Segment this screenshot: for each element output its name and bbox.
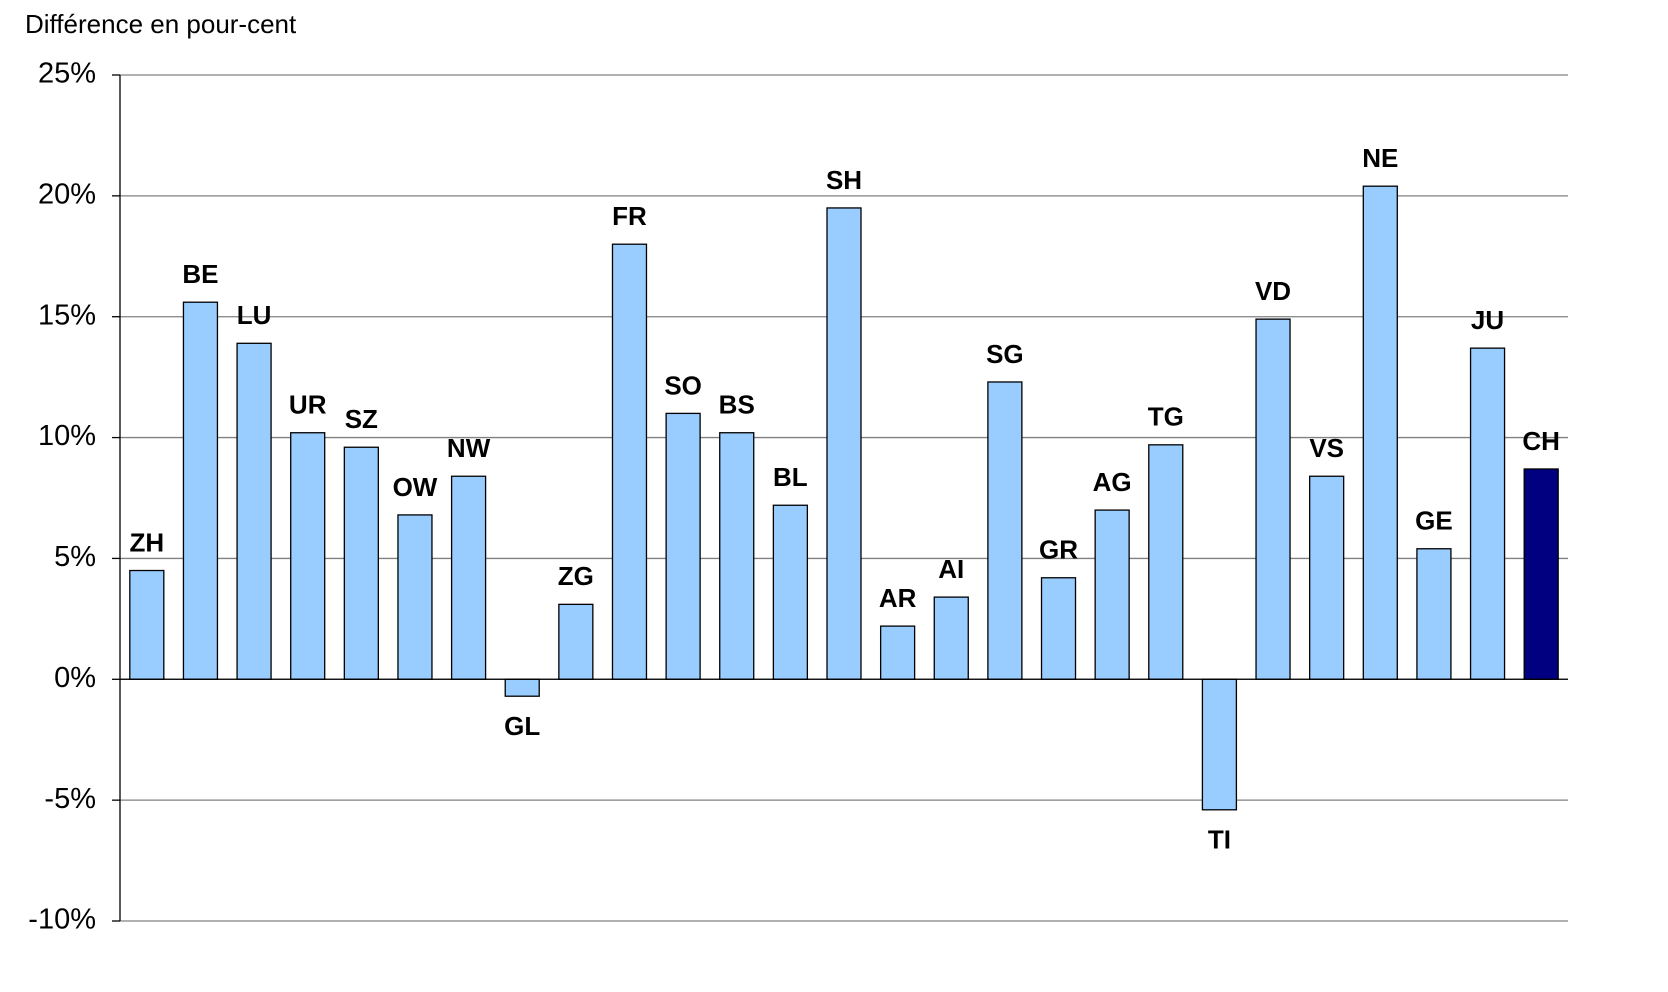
bar-label: LU: [237, 300, 272, 330]
bar-label: TI: [1208, 825, 1231, 855]
y-tick-label: 20%: [38, 179, 96, 211]
bar: [665, 412, 701, 680]
bar-label: BL: [773, 462, 808, 492]
bar: [1523, 468, 1559, 680]
bar-label: UR: [289, 390, 327, 420]
bar-label: ZH: [129, 527, 164, 557]
y-axis-label: Différence en pour-cent: [25, 9, 297, 39]
bar: [1309, 475, 1345, 680]
bar: [1362, 185, 1398, 680]
bar: [504, 678, 540, 697]
bar-label: TG: [1148, 402, 1184, 432]
bar-label: CH: [1522, 426, 1560, 456]
bar: [558, 603, 594, 680]
bar-label: SO: [664, 370, 702, 400]
bar-label: NW: [447, 433, 491, 463]
bar-label: GE: [1415, 506, 1453, 536]
bar: [343, 446, 379, 680]
y-tick-label: 25%: [38, 58, 96, 90]
bar: [933, 596, 969, 680]
bar: [397, 514, 433, 680]
y-tick-label: 15%: [38, 299, 96, 331]
bar-label: BS: [719, 390, 755, 420]
bar-label: FR: [612, 201, 647, 231]
bar: [987, 381, 1023, 680]
bar: [826, 207, 862, 680]
bar-label: BE: [182, 259, 218, 289]
bar-label: VD: [1255, 276, 1291, 306]
bar: [1416, 548, 1452, 680]
bar-label: JU: [1471, 305, 1504, 335]
bar: [450, 475, 487, 680]
bar: [182, 301, 219, 680]
bar: [290, 432, 326, 680]
bar-label: AI: [938, 554, 964, 584]
bar: [1040, 577, 1077, 680]
y-tick-label: -10%: [28, 904, 96, 936]
bar: [129, 569, 165, 680]
bar: [236, 342, 272, 680]
bar-label: SH: [826, 165, 862, 195]
bar-label: VS: [1309, 433, 1344, 463]
y-tick-label: 5%: [54, 541, 96, 573]
bar-label: AG: [1093, 467, 1132, 497]
bar: [1201, 678, 1238, 811]
bar-label: ZG: [558, 561, 594, 591]
bar-label: SZ: [345, 404, 378, 434]
bar: [1094, 509, 1130, 680]
bar-label: SG: [986, 339, 1024, 369]
y-tick-label: -5%: [44, 783, 96, 815]
bar: [772, 504, 809, 680]
bar-label: NE: [1362, 143, 1398, 173]
y-tick-label: 10%: [38, 420, 96, 452]
bar: [879, 625, 916, 680]
y-tick-label: 0%: [54, 662, 96, 694]
bar-label: AR: [879, 583, 917, 613]
bar: [1148, 444, 1184, 680]
bar: [719, 432, 755, 680]
bar: [611, 243, 648, 680]
bar-label: OW: [393, 472, 438, 502]
bar: [1255, 318, 1291, 680]
bar-label: GL: [504, 711, 540, 741]
bar: [1469, 347, 1506, 680]
bar-label: GR: [1039, 535, 1078, 565]
